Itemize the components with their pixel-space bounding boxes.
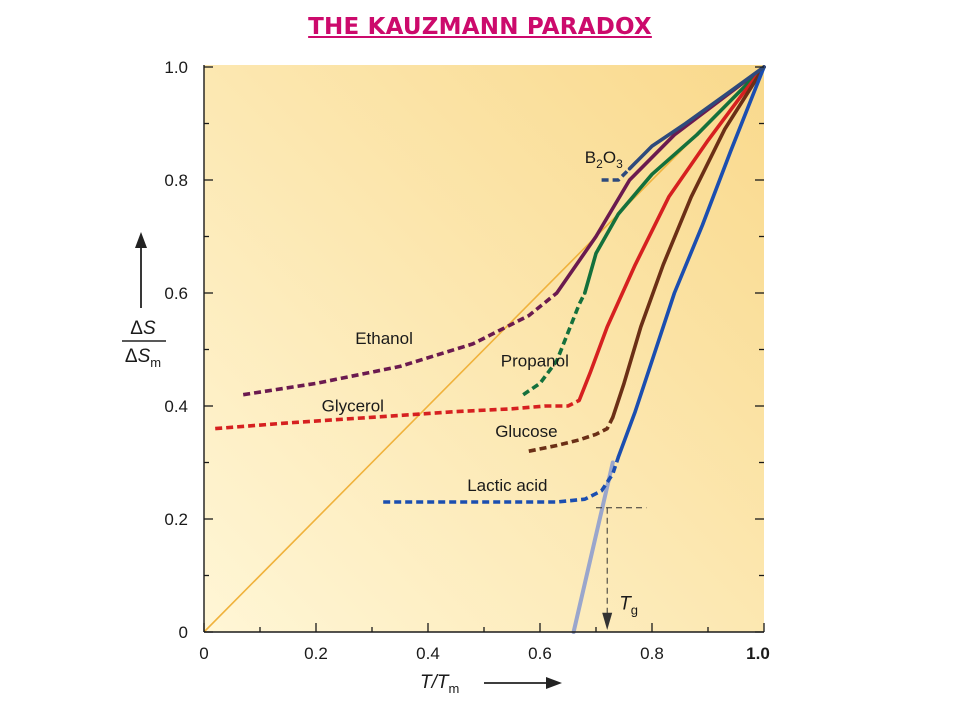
- page-title: THE KAUZMANN PARADOX: [308, 14, 652, 40]
- y-tick-label: 1.0: [164, 58, 188, 77]
- series-glycerol-dashed: [215, 398, 581, 431]
- series-propanol-solid: [583, 65, 766, 295]
- series-label-lactic_acid: Lactic acid: [467, 476, 547, 495]
- x-tick-label: 0.8: [640, 644, 664, 663]
- y-tick-label: 0.6: [164, 284, 188, 303]
- y-axis-label-denominator: ΔSm: [125, 346, 161, 370]
- x-tick-label: 1.0: [746, 644, 770, 663]
- series-label-ethanol: Ethanol: [355, 329, 413, 348]
- series-lactic_acid-dashed: [383, 456, 621, 504]
- series-glucose-solid: [611, 65, 766, 420]
- y-tick-label: 0.4: [164, 397, 188, 416]
- y-tick-label: 0: [179, 623, 188, 642]
- x-tick-label: 0.2: [304, 644, 328, 663]
- series-label-b2o3: B2O3: [585, 148, 623, 171]
- series-glycerol-solid: [577, 65, 766, 403]
- glass-extrapolation-line: [571, 460, 615, 634]
- y-tick-label: 0.2: [164, 510, 188, 529]
- series-label-glycerol: Glycerol: [322, 397, 384, 416]
- y-axis-arrowhead: [135, 232, 147, 248]
- x-tick-label: 0: [199, 644, 208, 663]
- tg-label: Tg: [619, 593, 638, 617]
- x-tick-label: 0.6: [528, 644, 552, 663]
- series-lactic_acid-solid: [616, 65, 766, 459]
- x-tick-label: 0.4: [416, 644, 440, 663]
- y-axis-label-numerator: ΔS: [130, 318, 156, 339]
- series-b2o3-dashed: [601, 167, 631, 182]
- series-b2o3-solid: [627, 65, 766, 171]
- series-label-propanol: Propanol: [501, 351, 569, 370]
- x-axis-label: T/Tm: [420, 672, 459, 696]
- x-axis-arrowhead: [546, 677, 562, 689]
- tg-arrowhead: [602, 612, 613, 630]
- y-tick-label: 0.8: [164, 171, 188, 190]
- series-propanol-dashed: [522, 292, 587, 397]
- series-label-glucose: Glucose: [495, 422, 557, 441]
- reference-diagonal-line: [203, 66, 765, 633]
- series-ethanol-dashed: [242, 291, 558, 397]
- series-glucose-dashed: [528, 416, 615, 453]
